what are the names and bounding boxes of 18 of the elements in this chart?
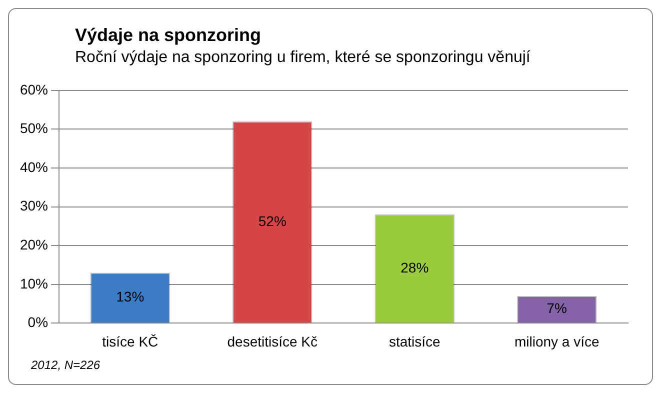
data-label: 28% (400, 259, 429, 276)
y-tick-label: 10% (20, 275, 48, 292)
y-tick-label: 30% (20, 198, 48, 214)
x-tick-label: miliony a více (514, 333, 600, 350)
y-tick-label: 60% (20, 81, 48, 98)
x-tick-label: tisíce KČ (102, 333, 158, 350)
x-tick-label: statisíce (388, 333, 441, 350)
data-label: 7% (546, 300, 567, 316)
y-tick-label: 20% (20, 236, 48, 252)
y-tick-label: 40% (20, 158, 48, 175)
y-tick-label: 50% (20, 120, 48, 136)
y-tick-label: 0% (28, 314, 48, 330)
x-tick-label: desetitisíce Kč (227, 333, 318, 350)
data-label: 52% (258, 212, 286, 229)
chart-subtitle: Roční výdaje na sponzoring u firem, které se sponzoringu věnují (75, 49, 530, 67)
data-label: 13% (116, 288, 144, 305)
text: 2012, N=226 (31, 358, 100, 372)
chart-title: Výdaje na sponzoring (75, 25, 262, 46)
